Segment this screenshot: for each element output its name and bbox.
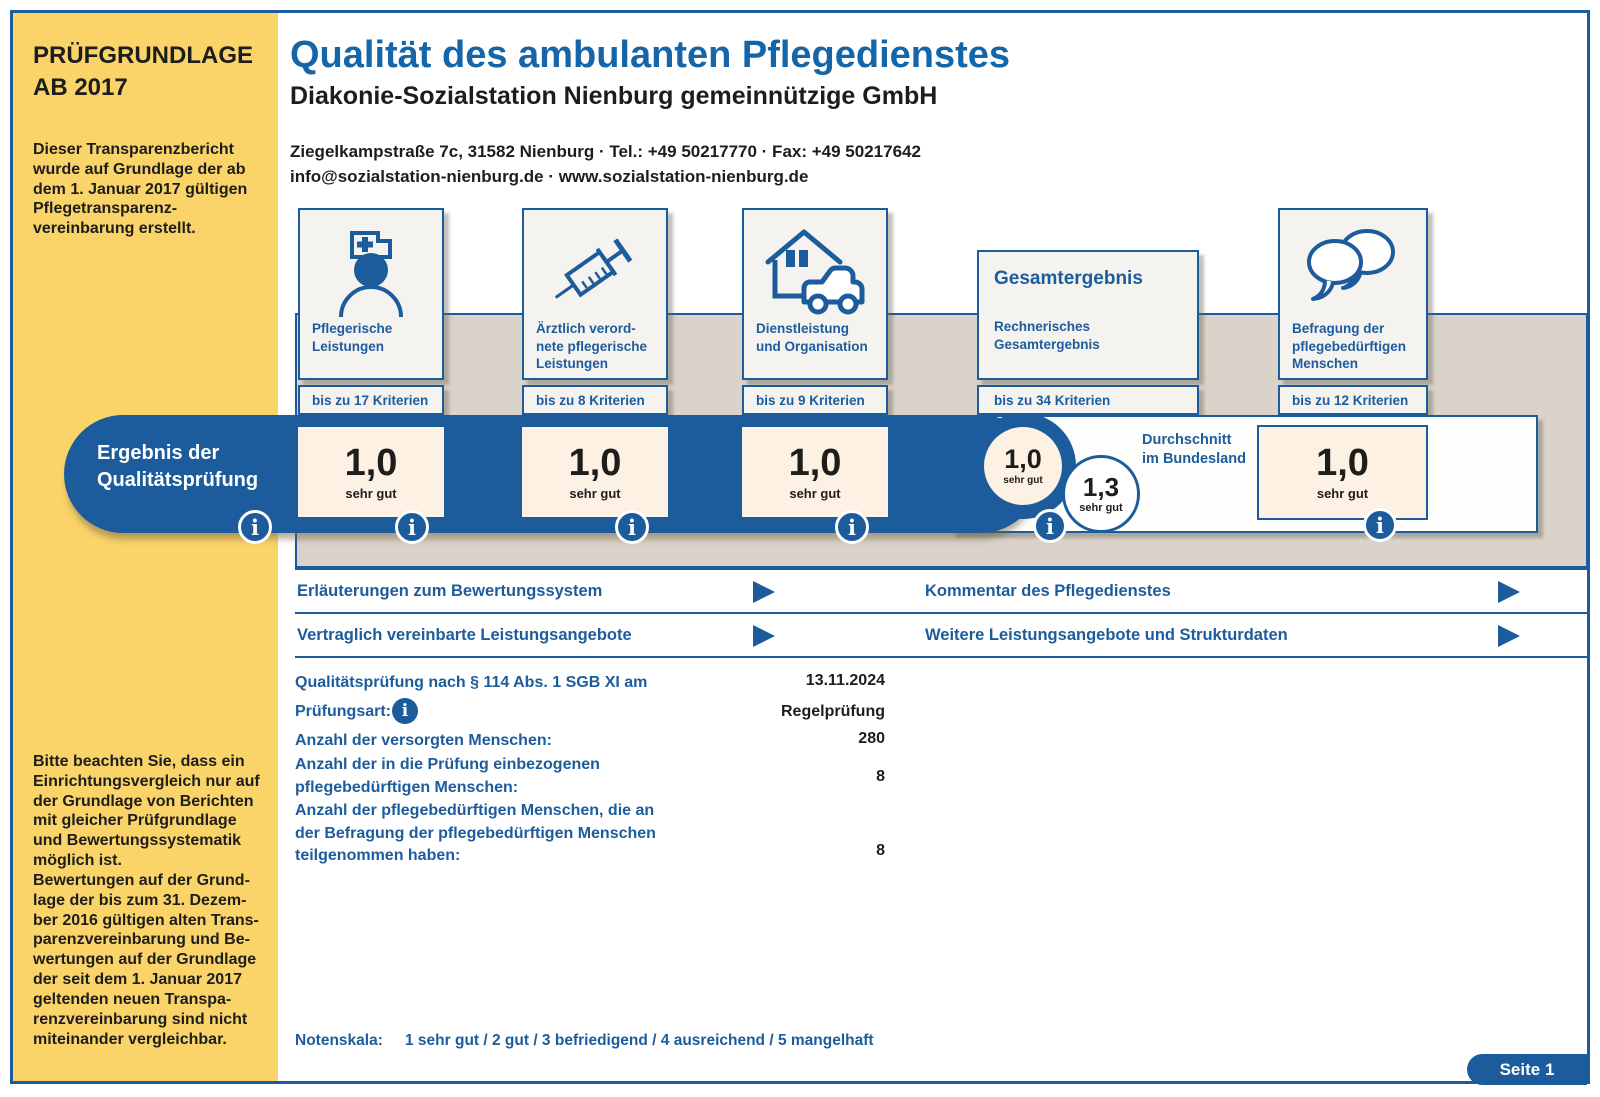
result-banner-label: Ergebnis der Qualitätsprüfung (97, 442, 259, 491)
detail-value-pruefungsart: Regelprüfung (781, 703, 885, 720)
score-grade: sehr gut (345, 485, 397, 501)
notenskala-label: Notenskala: (295, 1032, 383, 1049)
address-line-2: info@sozialstation-nienburg.de · www.soz… (290, 166, 809, 186)
score-value: 1,0 (1316, 442, 1369, 484)
score-grade: sehr gut (1003, 475, 1043, 486)
card-gesamtergebnis: Gesamtergebnis Rechnerisches Gesamtergeb… (977, 250, 1199, 380)
score-value: 1,0 (344, 441, 398, 484)
detail-label-versorgte-menschen: Anzahl der versorgten Menschen: (295, 732, 552, 749)
provider-address: Ziegelkampstraße 7c, 31582 Nienburg · Te… (290, 140, 921, 189)
card-criteria: bis zu 34 Kriterien (977, 385, 1199, 415)
info-icon[interactable]: i (1033, 509, 1067, 543)
average-score-value: 1,3 (1082, 472, 1120, 502)
house-car-icon (744, 220, 886, 320)
link-rows: Erläuterungen zum Bewertungssystem Komme… (295, 568, 1587, 658)
link-erlaeuterungen[interactable]: Erläuterungen zum Bewertungssystem (297, 582, 603, 600)
score-value: 1,0 (568, 441, 622, 484)
notenskala-scale: 1 sehr gut / 2 gut / 3 befriedigend / 4 … (405, 1032, 874, 1049)
average-score-circle: 1,3 sehr gut (1062, 455, 1140, 533)
card-aerztlich-verordnete-leistungen: Ärztlich verord- nete pflegerische Leist… (522, 208, 668, 380)
card-label: Ärztlich verord- nete pflegerische Leist… (536, 321, 648, 372)
info-icon[interactable]: i (238, 510, 272, 544)
link-kommentar[interactable]: Kommentar des Pflegedienstes (925, 582, 1171, 600)
page-number-badge: Seite 1 (1467, 1054, 1587, 1085)
detail-value-versorgte-menschen: 280 (858, 730, 885, 747)
card-label: Befragung der pflegebedürftigen Menschen (1292, 321, 1406, 372)
average-label: Durchschnitt im Bundesland (1142, 432, 1246, 467)
info-icon[interactable]: i (392, 698, 418, 724)
score-grade: sehr gut (789, 485, 841, 501)
info-icon[interactable]: i (835, 510, 869, 544)
link-vertraglich[interactable]: Vertraglich vereinbarte Leistungsangebot… (297, 626, 632, 644)
card-criteria: bis zu 8 Kriterien (522, 385, 668, 415)
speech-bubbles-icon (1280, 220, 1426, 320)
card-dienstleistung-organisation: Dienstleistung und Organisation (742, 208, 888, 380)
detail-label-pruefungsart: Prüfungsart: (295, 703, 391, 720)
score-befragung: 1,0 sehr gut (1257, 425, 1428, 520)
detail-value-datum: 13.11.2024 (805, 672, 885, 689)
score-gesamtergebnis: 1,0 sehr gut (984, 427, 1062, 505)
sidebar-title: PRÜFGRUNDLAGE AB 2017 (33, 42, 253, 102)
nurse-icon (300, 220, 442, 320)
card-pflegerische-leistungen: Pflegerische Leistungen (298, 208, 444, 380)
info-icon[interactable]: i (395, 510, 429, 544)
link-row-2: Vertraglich vereinbarte Leistungsangebot… (295, 614, 1587, 658)
info-icon[interactable]: i (1363, 508, 1397, 542)
detail-value-befragung-teilnehmer: 8 (876, 842, 885, 859)
detail-label-befragung-teilnehmer: Anzahl der pflegebedürftigen Menschen, d… (295, 802, 656, 865)
score-pflegerische-leistungen: 1,0 sehr gut (298, 427, 444, 517)
card-criteria: bis zu 9 Kriterien (742, 385, 888, 415)
average-score-grade: sehr gut (1079, 502, 1123, 514)
score-grade: sehr gut (569, 485, 621, 501)
link-row-1: Erläuterungen zum Bewertungssystem Komme… (295, 570, 1587, 614)
arrow-right-icon[interactable] (753, 581, 775, 603)
score-dienstleistung-organisation: 1,0 sehr gut (742, 427, 888, 517)
sidebar: PRÜFGRUNDLAGE AB 2017 Dieser Transparenz… (13, 13, 278, 1081)
card-label: Pflegerische Leistungen (312, 321, 393, 354)
card-label: Rechnerisches Gesamtergebnis (994, 319, 1100, 352)
card-criteria: bis zu 12 Kriterien (1278, 385, 1428, 415)
score-value: 1,0 (1004, 444, 1042, 474)
arrow-right-icon[interactable] (1498, 625, 1520, 647)
arrow-right-icon[interactable] (1498, 581, 1520, 603)
card-befragung: Befragung der pflegebedürftigen Menschen (1278, 208, 1428, 380)
syringe-icon (524, 220, 666, 320)
card-label: Dienstleistung und Organisation (756, 321, 868, 354)
sidebar-paragraph-comparability: Bitte beachten Sie, dass ein Einrichtung… (33, 753, 260, 1048)
arrow-right-icon[interactable] (753, 625, 775, 647)
gesamtergebnis-heading: Gesamtergebnis (994, 268, 1143, 289)
score-value: 1,0 (788, 441, 842, 484)
score-grade: sehr gut (1316, 486, 1369, 501)
detail-value-einbezogene-menschen: 8 (876, 768, 885, 785)
address-line-1: Ziegelkampstraße 7c, 31582 Nienburg · Te… (290, 142, 921, 161)
sidebar-paragraph-basis: Dieser Transparenzbericht wurde auf Grun… (33, 141, 248, 238)
provider-name: Diakonie-Sozialstation Nienburg gemeinnü… (290, 82, 938, 110)
detail-label-pruefung-datum: Qualitätsprüfung nach § 114 Abs. 1 SGB X… (295, 674, 648, 691)
detail-label-einbezogene-menschen: Anzahl der in die Prüfung einbezogenen p… (295, 756, 600, 796)
card-criteria: bis zu 17 Kriterien (298, 385, 444, 415)
score-aerztlich-verordnete: 1,0 sehr gut (522, 427, 668, 517)
info-icon[interactable]: i (615, 510, 649, 544)
link-weitere[interactable]: Weitere Leistungsangebote und Strukturda… (925, 626, 1288, 644)
page-title: Qualität des ambulanten Pflegedienstes (290, 34, 1011, 76)
